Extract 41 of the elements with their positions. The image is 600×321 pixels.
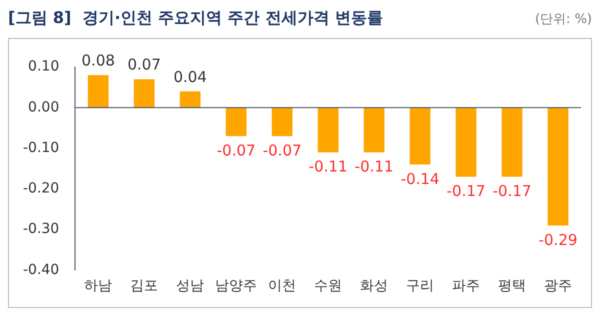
data-label: -0.14 bbox=[400, 170, 440, 188]
data-label: -0.17 bbox=[492, 182, 532, 200]
bar bbox=[456, 108, 476, 177]
bar bbox=[180, 91, 201, 108]
bar bbox=[410, 108, 430, 165]
x-tick-label: 하남 bbox=[84, 278, 112, 294]
x-tick-label: 광주 bbox=[544, 278, 572, 294]
x-tick-label: 구리 bbox=[406, 278, 434, 294]
chart-title: [그림 8] 경기·인천 주요지역 주간 전세가격 변동률 bbox=[8, 8, 383, 29]
bar bbox=[318, 108, 338, 152]
y-tick-label: 0.10 bbox=[28, 58, 60, 75]
x-tick-label: 김포 bbox=[130, 278, 158, 294]
x-tick-label: 남양주 bbox=[215, 278, 258, 294]
x-tick-label: 파주 bbox=[452, 278, 480, 294]
data-label: -0.07 bbox=[262, 141, 302, 160]
x-tick-label: 수원 bbox=[314, 278, 342, 294]
data-label: 0.04 bbox=[173, 68, 207, 86]
bar bbox=[502, 108, 522, 177]
y-tick-label: -0.30 bbox=[22, 221, 60, 238]
data-label: -0.29 bbox=[538, 230, 578, 249]
text: (단위: %) bbox=[534, 12, 592, 27]
x-tick-label: 이천 bbox=[268, 278, 296, 294]
y-tick-label: 0.00 bbox=[28, 99, 60, 116]
x-tick-label: 화성 bbox=[360, 278, 388, 294]
data-label: -0.07 bbox=[216, 141, 256, 160]
bar bbox=[272, 108, 292, 136]
bar bbox=[548, 108, 568, 226]
bar bbox=[226, 108, 246, 136]
bar bbox=[134, 79, 155, 108]
data-label: 0.08 bbox=[82, 52, 115, 70]
data-label: 0.07 bbox=[127, 56, 161, 74]
y-tick-label: -0.20 bbox=[22, 180, 60, 197]
data-label: -0.11 bbox=[308, 158, 348, 176]
y-tick-label: -0.10 bbox=[22, 140, 60, 156]
bar bbox=[364, 108, 384, 152]
data-label: -0.17 bbox=[446, 182, 486, 200]
x-tick-label: 성남 bbox=[176, 278, 204, 294]
y-tick-label: -0.40 bbox=[22, 262, 60, 278]
data-label: -0.11 bbox=[354, 158, 394, 176]
bar bbox=[88, 75, 109, 108]
x-tick-label: 평택 bbox=[498, 278, 526, 294]
